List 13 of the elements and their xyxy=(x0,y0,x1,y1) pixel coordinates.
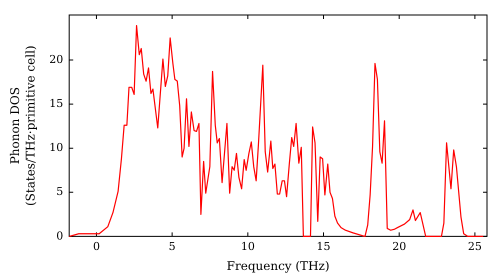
x-tick-label: 5 xyxy=(168,240,176,253)
x-tick-label: 20 xyxy=(392,240,406,253)
x-tick-label: 15 xyxy=(316,240,331,253)
y-tick-label: 0 xyxy=(56,229,64,242)
y-tick-label: 5 xyxy=(56,185,64,198)
y-tick-label: 10 xyxy=(49,141,64,154)
y-tick-label: 20 xyxy=(49,52,64,66)
x-tick-label: 0 xyxy=(92,240,100,253)
x-tick-label: 10 xyxy=(240,240,255,253)
y-axis-title: Phonon DOS (States/THz·primitive cell) xyxy=(8,45,38,206)
x-axis-title: Frequency (THz) xyxy=(226,258,330,273)
y-tick-label: 15 xyxy=(49,96,64,110)
x-tick-label: 25 xyxy=(468,240,482,253)
